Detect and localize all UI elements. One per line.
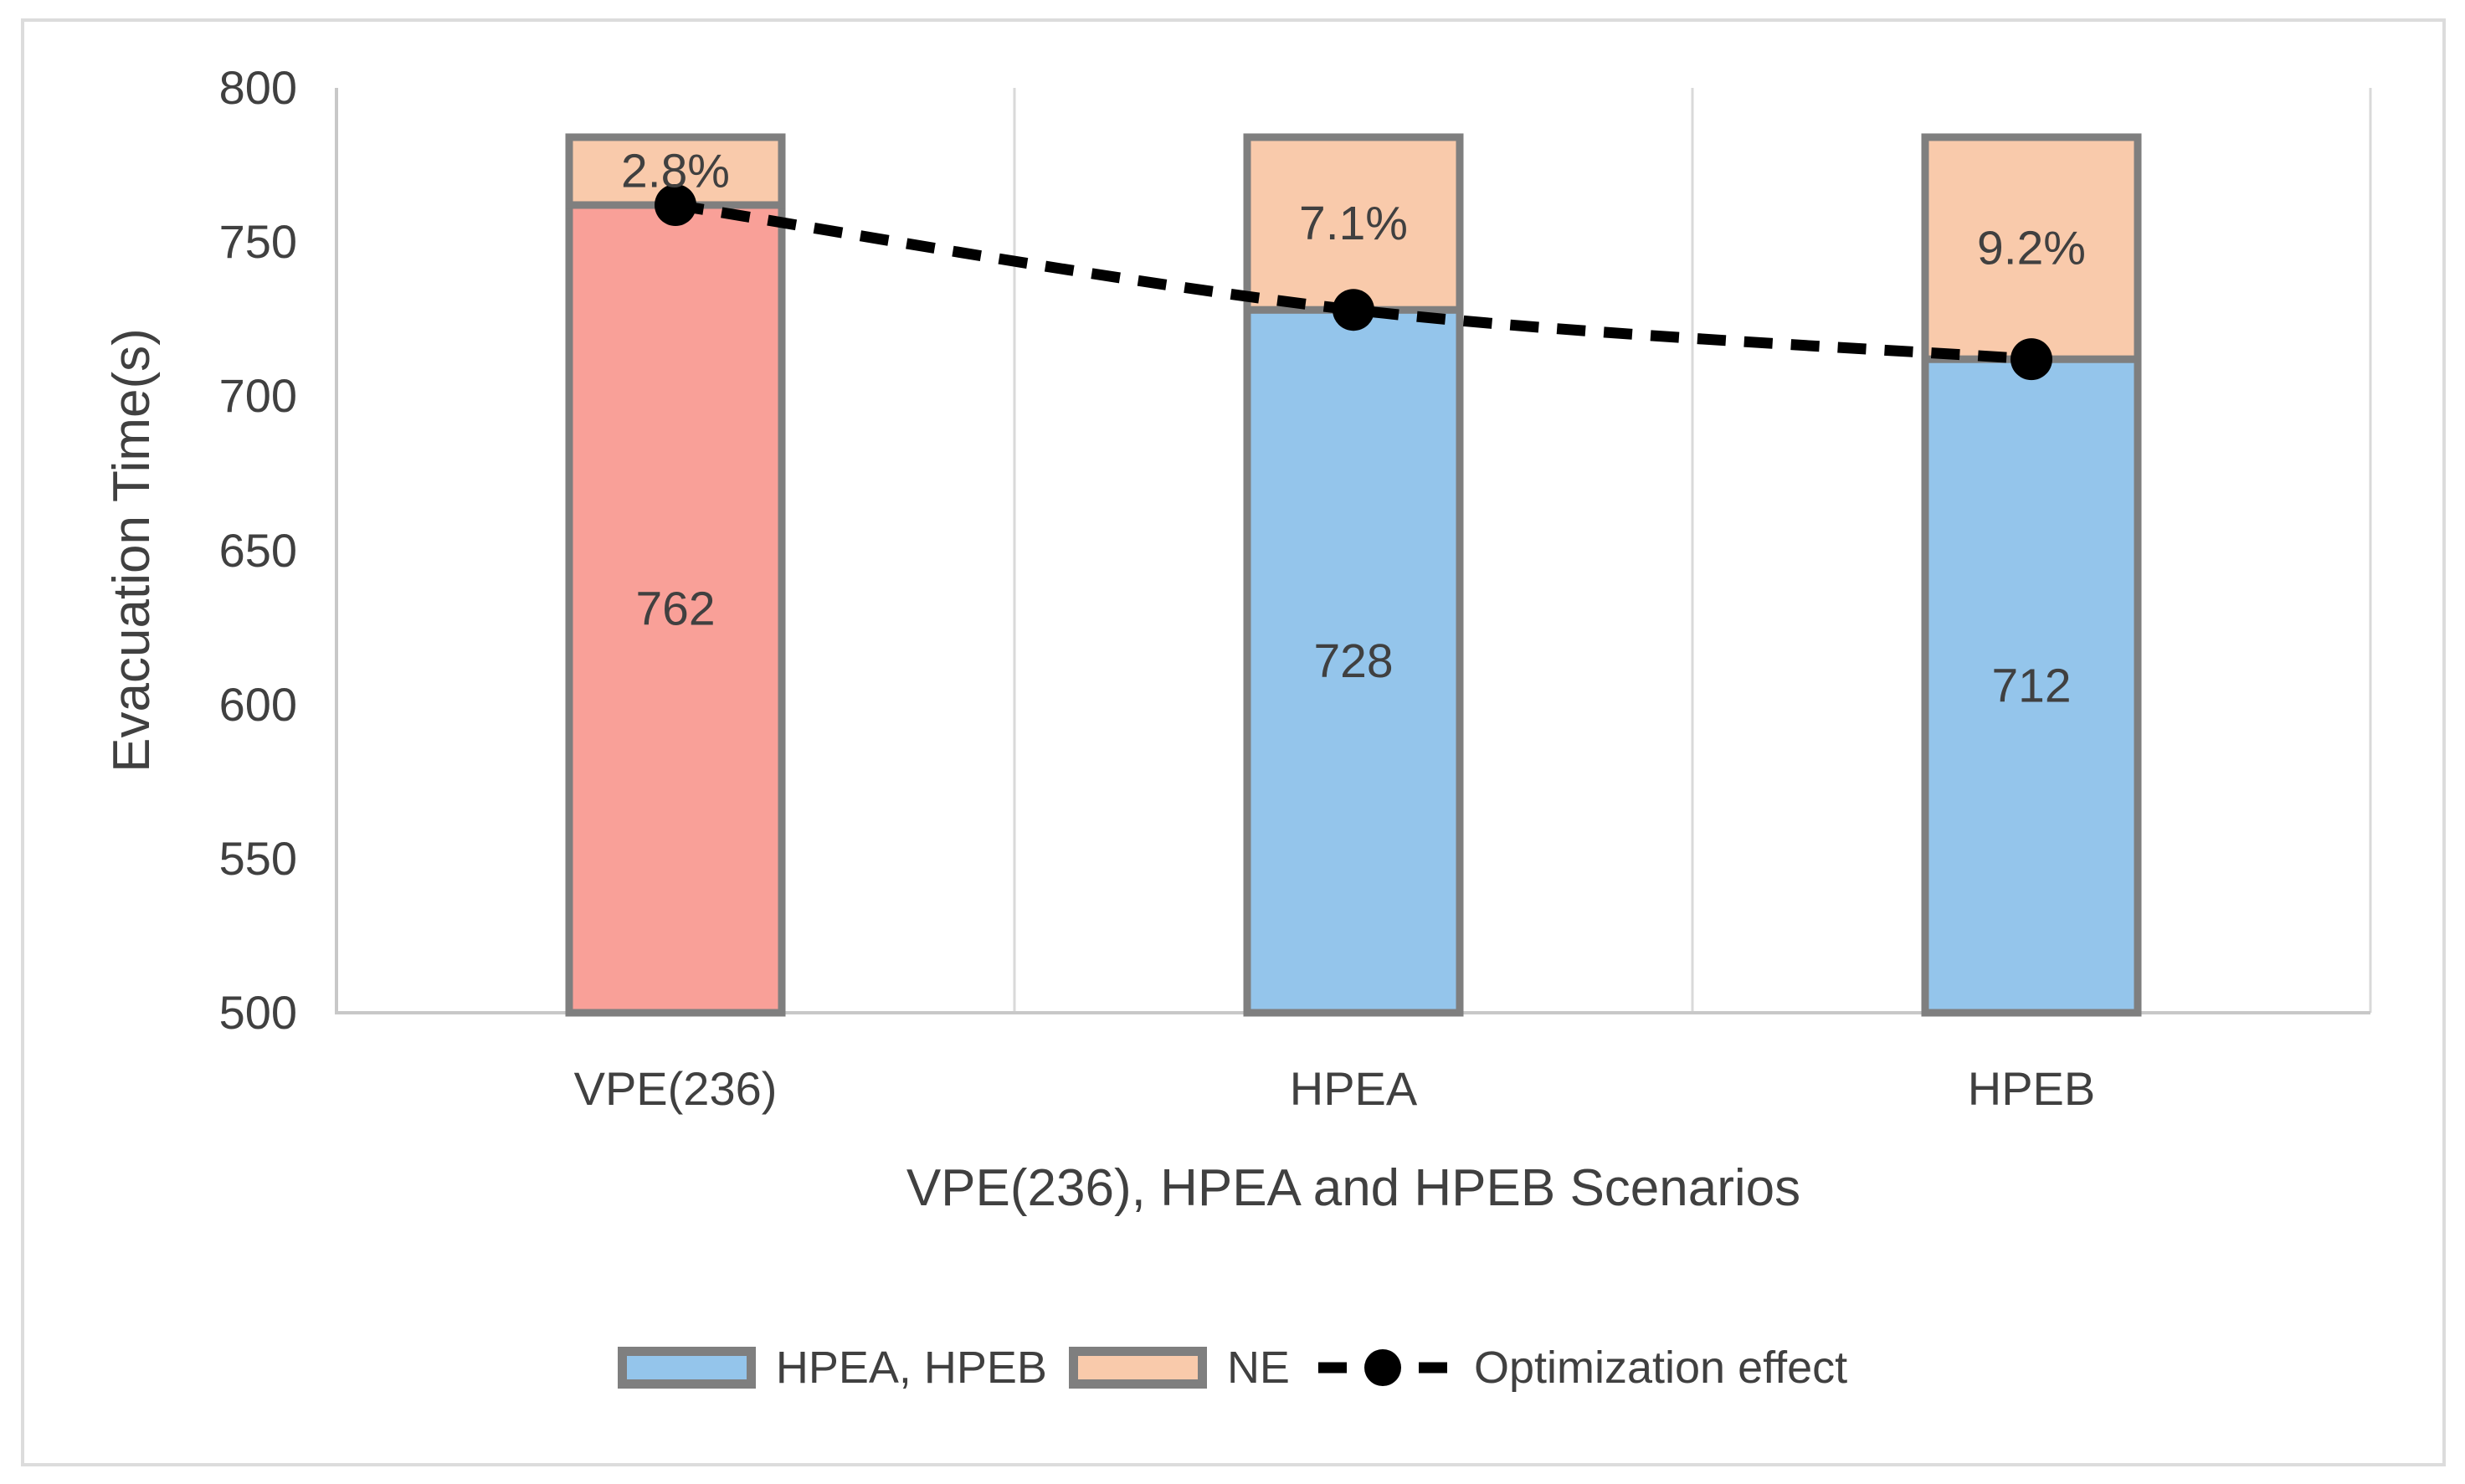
legend: HPEA, HPEB NE Optimization effect	[0, 1344, 2465, 1391]
legend-swatch-ne	[1068, 1347, 1207, 1389]
ne-percent-label-2: 9.2%	[1977, 222, 2086, 275]
ytick-650: 650	[218, 524, 297, 577]
ytick-600: 600	[218, 678, 297, 731]
y-axis-title: Evacuation Time(s)	[102, 328, 161, 773]
legend-label-scenario: HPEA, HPEB	[775, 1343, 1047, 1393]
bar-value-label-0: 762	[635, 582, 715, 635]
ytick-550: 550	[218, 832, 297, 885]
x-axis-title: VPE(236), HPEA and HPEB Scenarios	[906, 1159, 1801, 1217]
legend-item-scenario: HPEA, HPEB	[617, 1343, 1047, 1393]
optimization-effect-line	[655, 183, 2052, 381]
ytick-800: 800	[218, 61, 297, 114]
xtick-hpeb: HPEB	[1967, 1062, 2096, 1115]
ne-percent-label-1: 7.1%	[1299, 197, 1408, 250]
chart-outer-frame	[21, 18, 2446, 1466]
bar-segment-scenario-2	[1921, 355, 2142, 1017]
optimization-effect-path	[675, 199, 2032, 365]
bar-segment-scenario-1	[1243, 306, 1464, 1017]
legend-label-ne: NE	[1226, 1343, 1290, 1393]
ne-percent-label-0: 2.8%	[621, 144, 730, 198]
bar-segment-ne-1	[1243, 133, 1464, 314]
legend-item-ne: NE	[1068, 1343, 1290, 1393]
bar-value-label-1: 728	[1313, 634, 1393, 688]
bar-value-label-2: 712	[1991, 660, 2071, 713]
legend-label-optimization: Optimization effect	[1473, 1343, 1848, 1393]
legend-item-optimization: Optimization effect	[1312, 1343, 1847, 1393]
bar-segment-ne-2	[1921, 133, 2142, 363]
vertical-gridlines	[1013, 88, 2372, 1013]
optimization-marker-2	[2011, 338, 2052, 381]
optimization-marker-1	[1333, 289, 1374, 331]
ytick-750: 750	[218, 215, 297, 268]
xtick-hpea: HPEA	[1289, 1062, 1418, 1115]
legend-swatch-scenario	[617, 1347, 756, 1389]
legend-marker-dot	[1363, 1349, 1401, 1386]
y-axis-title-box: Evacuation Time(s)	[77, 88, 186, 1013]
ytick-700: 700	[218, 369, 297, 422]
bars	[565, 133, 2142, 1017]
xtick-vpe236: VPE(236)	[573, 1062, 778, 1115]
ytick-500: 500	[218, 986, 297, 1039]
optimization-marker-0	[655, 183, 696, 226]
data-labels: 762 2.8% 728 7.1% 712 9.2%	[621, 144, 2086, 712]
legend-dashed-line-sample	[1317, 1349, 1447, 1386]
